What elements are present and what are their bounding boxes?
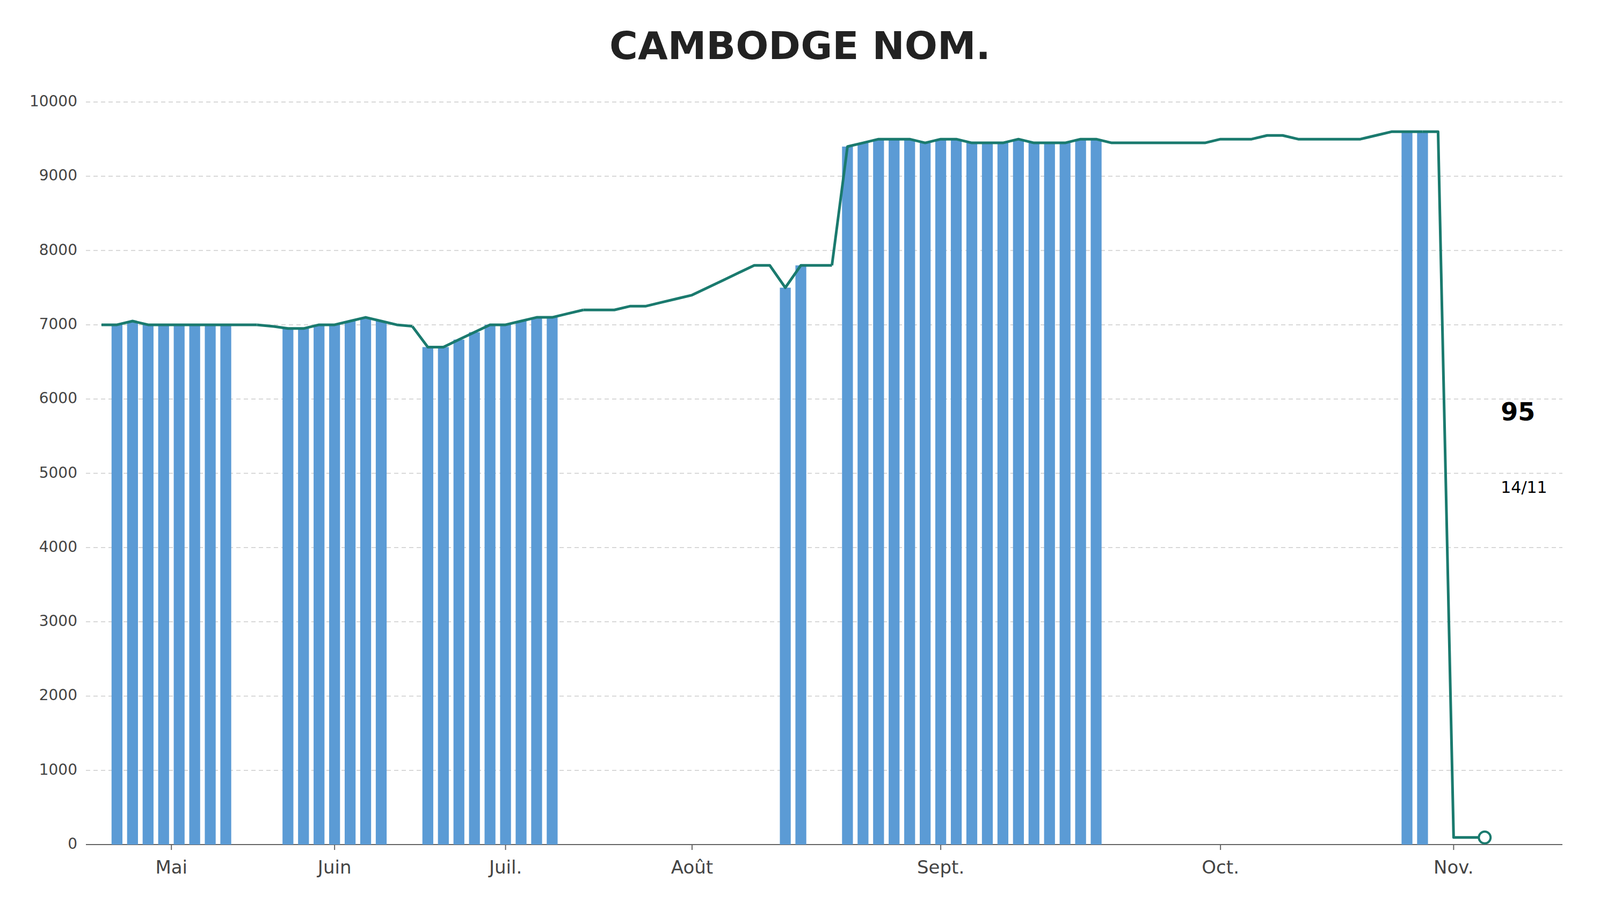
bar bbox=[873, 139, 884, 845]
bar bbox=[360, 317, 372, 845]
bar bbox=[780, 287, 791, 845]
x-tick bbox=[170, 844, 172, 850]
x-tick bbox=[505, 844, 507, 850]
x-tick-label: Juin bbox=[316, 856, 352, 878]
bar bbox=[1401, 131, 1413, 845]
bar bbox=[857, 142, 869, 845]
x-tick bbox=[333, 844, 336, 850]
bar bbox=[142, 324, 154, 845]
bar bbox=[111, 324, 123, 845]
y-tick-label: 6000 bbox=[39, 389, 78, 407]
bar bbox=[888, 139, 900, 845]
bar bbox=[982, 142, 993, 845]
bar bbox=[546, 317, 558, 845]
x-tick-label: Mai bbox=[155, 856, 188, 878]
annotation: 14/11 bbox=[1500, 477, 1547, 497]
y-tick-label: 2000 bbox=[39, 686, 78, 704]
bar bbox=[484, 324, 496, 845]
bar bbox=[375, 321, 387, 845]
bar bbox=[1075, 139, 1087, 845]
x-tick bbox=[691, 844, 693, 850]
bar bbox=[904, 139, 915, 845]
x-tick bbox=[940, 844, 942, 850]
bar bbox=[795, 265, 806, 845]
y-tick-label: 8000 bbox=[39, 241, 78, 259]
bar bbox=[189, 324, 201, 845]
x-tick-label: Août bbox=[671, 856, 714, 878]
x-tick bbox=[1219, 844, 1221, 850]
bar bbox=[422, 346, 434, 845]
bar bbox=[1044, 142, 1056, 845]
axes: 0 1000 2000 3000 4000 5000 6000 7000 8000 9000 100… bbox=[29, 92, 1563, 878]
bar bbox=[282, 328, 294, 845]
bar bbox=[127, 321, 138, 845]
bar bbox=[1028, 142, 1040, 845]
bar bbox=[173, 324, 185, 845]
bar bbox=[344, 321, 356, 845]
bar bbox=[329, 324, 340, 845]
line bbox=[101, 321, 257, 325]
bar bbox=[313, 324, 325, 845]
marks bbox=[101, 131, 1491, 845]
line bbox=[583, 265, 832, 310]
bar bbox=[966, 142, 978, 845]
bar bbox=[438, 346, 449, 845]
x-tick-label: Nov. bbox=[1433, 856, 1474, 878]
x-tick-label: Oct. bbox=[1201, 856, 1240, 878]
grid-line bbox=[85, 250, 1563, 252]
bar bbox=[220, 324, 231, 845]
y-tick-label: 10000 bbox=[29, 92, 78, 111]
grid-line bbox=[85, 101, 1563, 103]
x-tick bbox=[1452, 844, 1454, 850]
bar bbox=[841, 146, 853, 845]
bar bbox=[1090, 139, 1102, 845]
bar bbox=[1416, 131, 1428, 845]
chart: CAMBODGE NOM. 0 1000 2000 3000 4000 5000 6000 70… bbox=[0, 0, 1600, 909]
bar bbox=[1013, 139, 1024, 845]
y-tick-label: 1000 bbox=[39, 760, 78, 779]
bar bbox=[158, 324, 170, 845]
y-tick-label: 5000 bbox=[39, 463, 78, 482]
title: CAMBODGE NOM. bbox=[609, 23, 991, 69]
x-tick-label: Juil. bbox=[488, 856, 522, 878]
bar bbox=[531, 317, 542, 845]
y-tick-label: 9000 bbox=[39, 166, 78, 185]
y-tick-label: 4000 bbox=[39, 537, 78, 556]
bar bbox=[935, 139, 947, 845]
bar bbox=[1059, 142, 1071, 845]
grid-line bbox=[85, 176, 1563, 178]
bar bbox=[297, 328, 309, 845]
line bbox=[831, 131, 1423, 266]
bar bbox=[204, 324, 216, 845]
bar bbox=[469, 332, 480, 845]
line bbox=[1422, 131, 1485, 838]
y-tick-label: 3000 bbox=[39, 612, 78, 630]
x-tick-label: Sept. bbox=[917, 856, 965, 878]
bar bbox=[950, 139, 962, 845]
grid-line bbox=[85, 324, 1563, 326]
point bbox=[1478, 831, 1491, 844]
y-tick-label: 7000 bbox=[39, 315, 78, 333]
bar bbox=[453, 339, 465, 845]
bar bbox=[515, 321, 527, 845]
y-tick-label: 0 bbox=[67, 834, 78, 853]
line bbox=[412, 309, 584, 347]
bar bbox=[919, 142, 931, 845]
annotation: 95 bbox=[1500, 397, 1536, 427]
bar bbox=[499, 324, 511, 845]
bar bbox=[997, 142, 1009, 845]
line bbox=[256, 317, 412, 329]
